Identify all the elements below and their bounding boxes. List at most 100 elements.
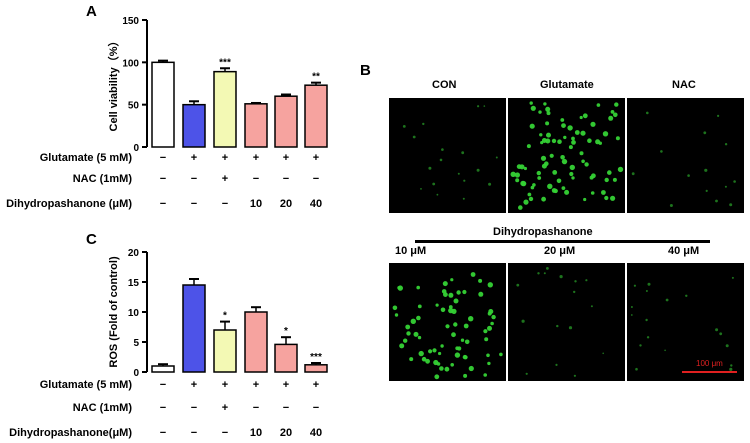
y-axis-label: Cell viability（%） xyxy=(107,36,120,132)
cell-dot xyxy=(610,110,615,114)
micrograph-background xyxy=(389,98,506,213)
title-glutamate: Glutamate xyxy=(540,79,594,91)
cell-dot xyxy=(560,118,565,122)
cell-dot xyxy=(571,176,575,180)
cell-dot xyxy=(403,338,408,343)
micrograph-con xyxy=(389,98,506,213)
cell-dot xyxy=(545,106,551,112)
cell-dot xyxy=(545,121,550,126)
cell-dot xyxy=(543,102,547,106)
cell-dot xyxy=(412,135,416,139)
micrograph-background xyxy=(508,263,625,381)
cell-dot xyxy=(731,276,734,279)
cell-dot xyxy=(409,357,414,362)
cell-dot xyxy=(527,192,532,197)
cell-dot xyxy=(549,153,554,158)
condition-value: − xyxy=(160,427,166,439)
condition-value: + xyxy=(253,152,259,164)
cell-dot xyxy=(428,166,432,170)
cell-dot xyxy=(484,337,489,342)
condition-value: + xyxy=(283,379,289,391)
cell-dot xyxy=(608,115,614,121)
cell-dot xyxy=(519,164,525,170)
cell-dot xyxy=(604,177,609,183)
cell-dot xyxy=(557,139,562,144)
condition-value: − xyxy=(313,402,319,414)
cell-dot xyxy=(571,136,575,141)
y-tick-label: 50 xyxy=(128,101,140,112)
cell-dot xyxy=(724,185,727,188)
cell-dot xyxy=(547,183,553,189)
condition-value: + xyxy=(191,379,197,391)
group-line xyxy=(415,240,710,243)
cell-dot xyxy=(660,150,663,153)
cell-dot xyxy=(556,324,559,328)
cell-dot xyxy=(470,272,476,277)
cell-dot xyxy=(546,267,549,270)
condition-value: 20 xyxy=(280,427,292,439)
cell-dot xyxy=(457,172,460,175)
condition-value: + xyxy=(222,152,228,164)
cell-dot xyxy=(416,315,421,321)
title-40um: 40 μM xyxy=(668,245,700,257)
cell-dot xyxy=(439,158,443,162)
cell-dot xyxy=(448,305,453,309)
cell-dot xyxy=(529,123,535,129)
y-tick-label: 150 xyxy=(122,16,139,27)
condition-value: − xyxy=(160,152,166,164)
cell-dot xyxy=(433,359,439,366)
cell-dot xyxy=(397,286,401,290)
cell-dot xyxy=(530,105,536,111)
cell-dot xyxy=(488,182,492,186)
cell-dot xyxy=(540,141,544,145)
cell-dot xyxy=(590,121,596,127)
cell-dot xyxy=(394,313,399,317)
cell-dot xyxy=(704,168,708,172)
cell-dot xyxy=(555,363,558,366)
cell-dot xyxy=(604,195,609,201)
cell-dot xyxy=(462,197,465,200)
cell-dot xyxy=(715,199,718,203)
cell-dot xyxy=(438,351,442,356)
condition-value: − xyxy=(191,173,197,185)
panel-a-letter: A xyxy=(86,3,97,20)
cell-dot xyxy=(561,186,566,190)
cell-dot xyxy=(436,193,439,196)
cell-dot xyxy=(499,352,503,357)
cell-dot xyxy=(476,168,480,172)
cell-dot xyxy=(440,344,444,348)
cell-dot xyxy=(584,162,589,167)
cell-dot xyxy=(607,170,612,175)
cell-dot xyxy=(717,114,720,117)
cell-dot xyxy=(601,190,606,195)
cell-dot xyxy=(444,366,450,372)
cell-dot xyxy=(580,130,586,136)
title-20um: 20 μM xyxy=(544,245,576,257)
y-tick-label: 15 xyxy=(128,278,140,289)
cell-dot xyxy=(420,188,422,190)
condition-label: Dihydropashanone (μM) xyxy=(6,198,132,210)
cell-dot xyxy=(432,182,436,186)
cell-dot xyxy=(569,164,575,171)
bar xyxy=(274,343,298,373)
cell-dot xyxy=(477,105,480,108)
cell-dot xyxy=(525,372,528,375)
cell-dot xyxy=(590,305,593,308)
condition-value: + xyxy=(283,152,289,164)
cell-dot xyxy=(440,307,446,313)
condition-value: − xyxy=(191,198,197,210)
cell-dot xyxy=(486,353,490,358)
cell-dot xyxy=(571,140,576,145)
cell-dot xyxy=(422,122,425,126)
cell-dot xyxy=(630,314,633,316)
condition-value: + xyxy=(313,379,319,391)
cell-dot xyxy=(456,290,461,295)
y-tick-label: 100 xyxy=(122,58,139,69)
cell-dot xyxy=(541,138,547,143)
cell-dot xyxy=(530,185,535,190)
cell-dot xyxy=(483,105,486,107)
cell-dot xyxy=(520,180,526,187)
cell-dot xyxy=(537,272,540,275)
cell-dot xyxy=(579,115,583,120)
cell-dot xyxy=(615,136,620,141)
